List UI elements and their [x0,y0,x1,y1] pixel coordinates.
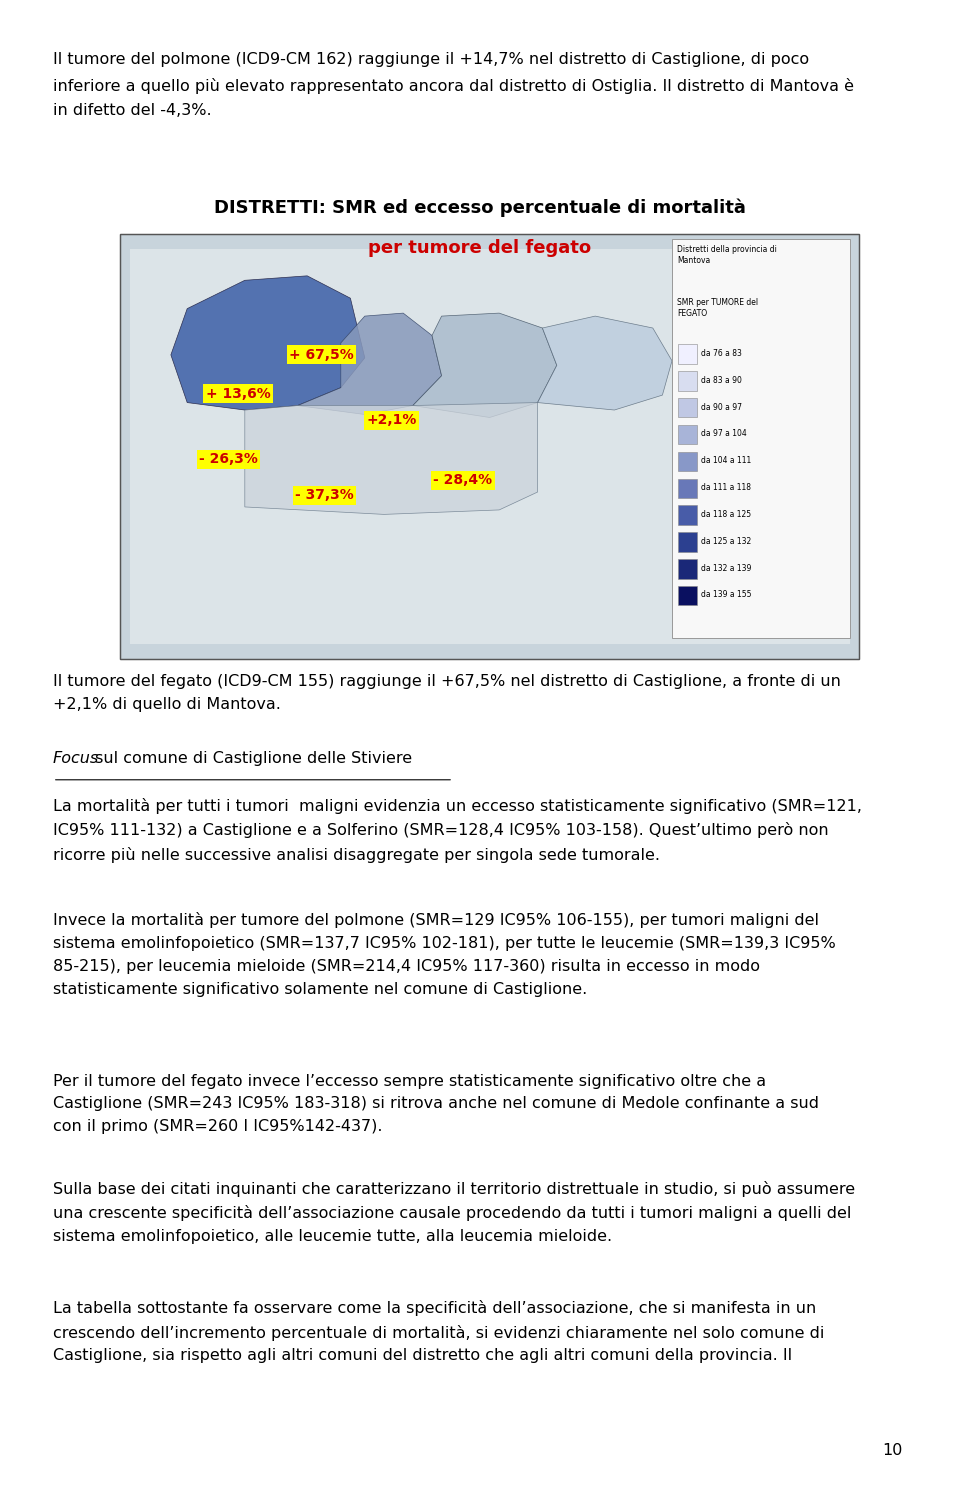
Text: Invece la mortalità per tumore del polmone (SMR=129 IC95% 106-155), per tumori m: Invece la mortalità per tumore del polmo… [53,912,835,997]
Bar [678,344,697,364]
Text: da 83 a 90: da 83 a 90 [701,376,742,385]
Text: da 97 a 104: da 97 a 104 [701,429,747,438]
Text: da 118 a 125: da 118 a 125 [701,510,751,519]
Polygon shape [171,276,365,410]
Polygon shape [245,403,538,514]
Bar [120,234,859,659]
Text: per tumore del fegato: per tumore del fegato [369,239,591,256]
Text: Il tumore del fegato (ICD9-CM 155) raggiunge il +67,5% nel distretto di Castigli: Il tumore del fegato (ICD9-CM 155) raggi… [53,674,841,711]
Text: Il tumore del polmone (ICD9-CM 162) raggiunge il +14,7% nel distretto di Castigl: Il tumore del polmone (ICD9-CM 162) ragg… [53,52,853,118]
Text: La mortalità per tutti i tumori  maligni evidenzia un eccesso statisticamente si: La mortalità per tutti i tumori maligni … [53,798,862,863]
Text: + 67,5%: + 67,5% [289,347,354,362]
Text: Focus: Focus [53,751,99,766]
Bar [678,398,697,417]
Bar [672,239,850,638]
Bar [678,559,697,579]
Bar [678,505,697,525]
Text: La tabella sottostante fa osservare come la specificità dell’associazione, che s: La tabella sottostante fa osservare come… [53,1300,825,1363]
Text: da 90 a 97: da 90 a 97 [701,403,742,412]
Bar [120,234,859,659]
Text: sul comune di Castiglione delle Stiviere: sul comune di Castiglione delle Stiviere [90,751,413,766]
Bar [678,532,697,552]
Polygon shape [538,316,672,410]
Bar [678,452,697,471]
Polygon shape [298,313,442,414]
Text: - 26,3%: - 26,3% [199,452,258,467]
Bar [678,586,697,605]
Bar [678,425,697,444]
Bar [130,249,850,644]
Text: Distretti della provincia di
Mantova: Distretti della provincia di Mantova [677,245,777,264]
Text: da 125 a 132: da 125 a 132 [701,537,751,546]
Text: Sulla base dei citati inquinanti che caratterizzano il territorio distrettuale i: Sulla base dei citati inquinanti che car… [53,1181,855,1243]
Text: DISTRETTI: SMR ed eccesso percentuale di mortalità: DISTRETTI: SMR ed eccesso percentuale di… [214,198,746,216]
Text: 10: 10 [882,1443,902,1458]
Bar [678,479,697,498]
Polygon shape [413,313,557,417]
Text: da 76 a 83: da 76 a 83 [701,349,742,358]
Text: + 13,6%: + 13,6% [205,386,271,401]
Text: da 139 a 155: da 139 a 155 [701,590,752,599]
Bar [678,371,697,391]
Text: +2,1%: +2,1% [367,413,417,428]
Text: da 104 a 111: da 104 a 111 [701,456,751,465]
Text: - 28,4%: - 28,4% [433,473,492,488]
Text: da 132 a 139: da 132 a 139 [701,564,751,573]
Text: - 37,3%: - 37,3% [295,488,354,502]
Text: Per il tumore del fegato invece l’eccesso sempre statisticamente significativo o: Per il tumore del fegato invece l’eccess… [53,1074,819,1135]
Text: SMR per TUMORE del
FEGATO: SMR per TUMORE del FEGATO [677,298,758,318]
Text: da 111 a 118: da 111 a 118 [701,483,751,492]
